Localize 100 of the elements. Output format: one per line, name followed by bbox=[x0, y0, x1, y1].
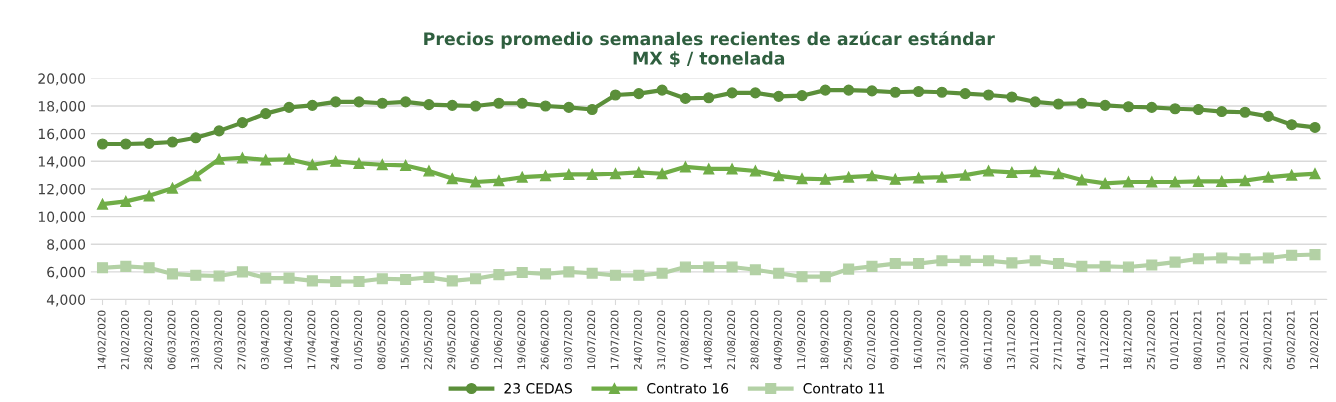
point bbox=[1169, 256, 1181, 268]
y-tick-label: 16,000 bbox=[38, 128, 86, 141]
legend-label: Contrato 16 bbox=[647, 383, 729, 394]
point bbox=[190, 132, 202, 144]
point bbox=[1052, 168, 1065, 180]
point bbox=[1006, 166, 1018, 178]
point bbox=[166, 136, 179, 148]
point bbox=[330, 155, 342, 167]
x-tick-label: 25/12/2020 bbox=[1146, 310, 1156, 370]
point bbox=[819, 173, 831, 185]
x-tick-label: 21/02/2020 bbox=[120, 310, 130, 370]
point bbox=[656, 168, 668, 180]
point bbox=[516, 97, 528, 109]
point bbox=[539, 170, 552, 182]
point bbox=[679, 261, 691, 273]
point bbox=[1146, 176, 1158, 188]
point bbox=[633, 88, 645, 100]
point bbox=[120, 260, 132, 272]
point bbox=[470, 273, 482, 285]
x-tick-label: 17/04/2020 bbox=[307, 310, 317, 369]
x-tick-label: 29/01/2021 bbox=[1263, 310, 1273, 370]
point bbox=[773, 267, 785, 279]
x-tick-label: 03/07/2020 bbox=[563, 310, 573, 370]
x-tick-label: 22/05/2020 bbox=[424, 310, 433, 370]
point bbox=[633, 269, 645, 281]
x-tick-label: 30/10/2020 bbox=[960, 310, 970, 370]
point bbox=[1146, 101, 1158, 113]
point bbox=[936, 255, 948, 267]
point bbox=[796, 90, 808, 102]
point bbox=[213, 125, 225, 137]
point bbox=[493, 269, 505, 281]
point bbox=[446, 173, 458, 185]
y-tick-label: 20,000 bbox=[38, 73, 86, 86]
x-tick-label: 16/10/2020 bbox=[913, 310, 923, 369]
x-tick-label: 13/11/2020 bbox=[1007, 310, 1016, 369]
x-tick-label: 20/03/2020 bbox=[214, 310, 223, 370]
point bbox=[539, 100, 552, 112]
point bbox=[493, 175, 505, 187]
x-tick-label: 01/05/2020 bbox=[354, 310, 363, 370]
x-tick-label: 04/09/2020 bbox=[773, 310, 783, 370]
x-tick-label: 11/09/2020 bbox=[797, 310, 806, 369]
x-tick-label: 27/11/2020 bbox=[1053, 310, 1063, 370]
point bbox=[330, 96, 342, 108]
y-tick-label: 8,000 bbox=[47, 239, 86, 252]
x-tick-label: 05/02/2021 bbox=[1286, 310, 1296, 370]
x-tick-label: 18/12/2020 bbox=[1123, 310, 1133, 369]
point bbox=[236, 117, 248, 129]
point bbox=[1192, 253, 1204, 265]
x-tick-label: 28/08/2020 bbox=[750, 310, 760, 370]
point bbox=[1286, 169, 1298, 181]
point bbox=[913, 258, 925, 270]
point bbox=[1216, 175, 1228, 187]
point bbox=[1029, 166, 1041, 178]
point bbox=[1006, 91, 1018, 103]
x-tick-label: 04/12/2020 bbox=[1076, 310, 1086, 370]
x-tick-label: 14/02/2020 bbox=[97, 310, 107, 369]
point bbox=[423, 271, 435, 283]
x-tick-label: 05/06/2020 bbox=[470, 310, 480, 370]
point bbox=[726, 163, 738, 175]
point bbox=[1146, 259, 1158, 271]
point bbox=[353, 96, 365, 108]
point bbox=[843, 171, 855, 183]
point bbox=[866, 260, 878, 272]
point bbox=[120, 195, 132, 207]
chart-title: Precios promedio semanales recientes de azúcar estándar MX $ / tonelada bbox=[424, 31, 995, 68]
point bbox=[1076, 97, 1088, 109]
point bbox=[1169, 176, 1181, 188]
x-tick-label: 08/01/2021 bbox=[1193, 310, 1203, 370]
x-tick-label: 19/06/2020 bbox=[517, 310, 527, 369]
point bbox=[143, 262, 155, 274]
point bbox=[96, 138, 109, 150]
x-tick-label: 15/01/2021 bbox=[1216, 310, 1226, 369]
point bbox=[400, 96, 412, 108]
x-tick-label: 09/10/2020 bbox=[890, 310, 900, 370]
point bbox=[1216, 105, 1228, 118]
point bbox=[889, 173, 901, 185]
point bbox=[353, 275, 365, 288]
point bbox=[563, 266, 575, 278]
point bbox=[1262, 252, 1274, 264]
point bbox=[1239, 175, 1251, 187]
point bbox=[982, 165, 995, 177]
point bbox=[726, 261, 738, 273]
x-tick-label: 17/07/2020 bbox=[610, 310, 620, 369]
x-tick-label: 24/07/2020 bbox=[633, 310, 643, 370]
point bbox=[143, 137, 155, 149]
point bbox=[959, 255, 971, 267]
point bbox=[1262, 110, 1274, 122]
point bbox=[609, 89, 622, 101]
x-tick-label: 02/10/2020 bbox=[867, 310, 876, 370]
x-tick-label: 12/02/2021 bbox=[1310, 310, 1319, 369]
point bbox=[120, 138, 132, 150]
point bbox=[1309, 168, 1321, 180]
point bbox=[376, 97, 388, 109]
x-tick-label: 23/10/2020 bbox=[937, 310, 946, 370]
x-tick-label: 06/11/2020 bbox=[983, 310, 993, 370]
point bbox=[446, 99, 458, 111]
x-tick-label: 08/05/2020 bbox=[377, 310, 387, 370]
point bbox=[1099, 260, 1111, 272]
point bbox=[889, 258, 901, 270]
point bbox=[726, 87, 738, 99]
